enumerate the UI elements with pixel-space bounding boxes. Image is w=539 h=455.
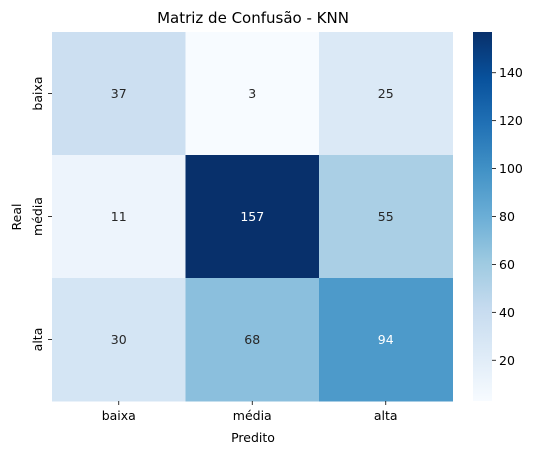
y-tick-label: baixa [30, 76, 45, 110]
y-axis: baixa média alta [30, 76, 52, 351]
cell-value-label: 30 [111, 332, 127, 347]
chart-title: Matriz de Confusão - KNN [157, 9, 349, 27]
x-axis-label: Predito [231, 430, 275, 445]
colorbar-axis: 20 40 60 80 100 120 140 [492, 65, 523, 368]
cell-value-label: 55 [378, 209, 394, 224]
colorbar-tick-label: 40 [499, 305, 515, 320]
cell-value-label: 37 [111, 86, 127, 101]
colorbar-tick-label: 100 [499, 161, 523, 176]
cell-value-label: 68 [244, 332, 260, 347]
x-tick-label: alta [374, 408, 398, 423]
heatmap-cell [52, 32, 186, 156]
heatmap-cell [52, 278, 186, 402]
cell-value-label: 94 [378, 332, 394, 347]
colorbar-tick-label: 20 [499, 353, 515, 368]
heatmap-cells: 37 3 25 11 157 55 30 68 94 [52, 32, 453, 402]
heatmap-cell [185, 32, 320, 156]
colorbar-tick-label: 60 [499, 257, 515, 272]
y-tick-label: alta [30, 328, 45, 352]
y-tick-label: média [30, 197, 45, 236]
colorbar [473, 32, 492, 401]
heatmap-cell [185, 278, 320, 402]
colorbar-tick-label: 80 [499, 209, 515, 224]
colorbar-tick-label: 120 [499, 113, 523, 128]
cell-value-label: 157 [240, 209, 264, 224]
heatmap-cell [319, 278, 453, 402]
y-axis-label: Real [9, 204, 24, 231]
heatmap-cell [52, 155, 186, 279]
cell-value-label: 11 [111, 209, 127, 224]
x-tick-label: baixa [102, 408, 136, 423]
heatmap-cell [319, 155, 453, 279]
cell-value-label: 3 [248, 86, 256, 101]
x-axis: baixa média alta [102, 401, 398, 423]
x-tick-label: média [233, 408, 272, 423]
colorbar-tick-label: 140 [499, 65, 523, 80]
heatmap-cell [185, 155, 320, 279]
cell-value-label: 25 [378, 86, 394, 101]
heatmap-cell [319, 32, 453, 156]
